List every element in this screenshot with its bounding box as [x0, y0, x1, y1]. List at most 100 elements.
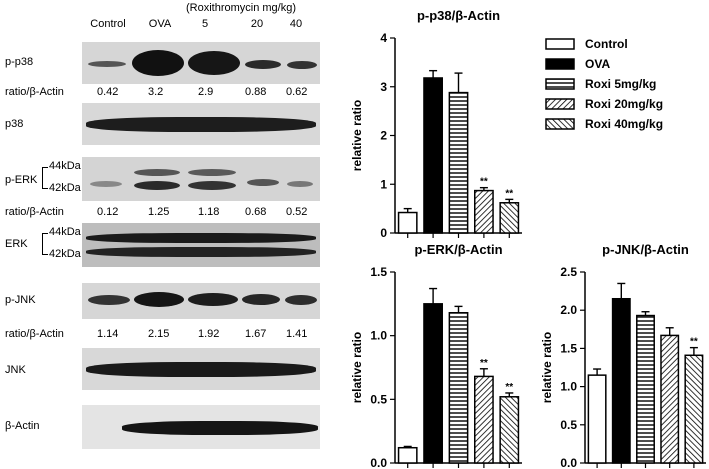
p-jnk-blot [82, 283, 320, 319]
erk-ratio-ova: 1.25 [148, 206, 170, 218]
p-erk-label: p-ERK [5, 174, 38, 186]
p-jnk-ytick-label: 1.0 [560, 380, 577, 394]
lane-header-40: 40 [289, 18, 303, 30]
lane-header-20: 20 [250, 18, 264, 30]
p38-label: p38 [5, 118, 24, 130]
p38-ratio-40: 0.62 [286, 86, 308, 98]
legend-item-roxi40: Roxi 40mg/kg [545, 116, 705, 132]
p-erk-chart-title: p-ERK/β-Actin [414, 242, 502, 257]
legend-swatch-roxi40 [545, 118, 575, 130]
p-jnk-bar-roxi40 [684, 354, 704, 464]
p-jnk-bar-control [587, 374, 607, 464]
erk-blot [82, 223, 320, 267]
p-p38-bar-roxi40 [499, 202, 520, 234]
p-erk-bar-roxi20 [474, 375, 494, 464]
p-p38-ytick-label: 3 [380, 80, 387, 94]
legend-item-roxi5: Roxi 5mg/kg [545, 76, 705, 92]
legend-label-roxi20: Roxi 20mg/kg [585, 97, 664, 111]
p-p38-ytick-label: 0 [380, 226, 387, 240]
p-jnk-label: p-JNK [5, 294, 36, 306]
legend-swatch-roxi20 [545, 98, 575, 110]
p-p38-chart-title: p-p38/β-Actin [417, 8, 500, 23]
jnk-ratio-5: 1.92 [198, 328, 220, 340]
jnk-ratio-20: 1.67 [245, 328, 267, 340]
p-erk-blot [82, 157, 320, 201]
p-erk-sig-roxi20: ** [480, 358, 488, 369]
erk-42kda: 42kDa [49, 248, 81, 260]
jnk-label: JNK [5, 364, 26, 376]
legend-swatch-ova [545, 58, 575, 70]
erk-ratio-5: 1.18 [198, 206, 220, 218]
p38-blot [82, 103, 320, 145]
beta-actin-label: β-Actin [5, 420, 40, 432]
p-erk-44kda: 44kDa [49, 160, 81, 172]
erk-ratio-20: 0.68 [245, 206, 267, 218]
p-erk-bar-roxi40 [499, 396, 520, 464]
p38-ratio-control: 0.42 [97, 86, 119, 98]
legend-swatch-roxi5 [545, 78, 575, 90]
p38-ratio-ova: 3.2 [148, 86, 164, 98]
jnk-ratio-40: 1.41 [286, 328, 308, 340]
p-jnk-bar-ova [611, 297, 631, 464]
legend-item-roxi20: Roxi 20mg/kg [545, 96, 705, 112]
lane-header-5: 5 [201, 18, 209, 30]
p-erk-bar-roxi5 [448, 311, 469, 464]
legend-label-roxi5: Roxi 5mg/kg [585, 77, 657, 91]
legend-label-roxi40: Roxi 40mg/kg [585, 117, 664, 131]
ratio-label: ratio/β-Actin [5, 86, 64, 98]
erk-ratio-control: 0.12 [97, 206, 119, 218]
legend-item-ova: OVA [545, 56, 705, 72]
p-p38-bar-ova [423, 77, 443, 234]
p-erk-ylabel: relative ratio [350, 332, 364, 403]
legend-item-control: Control [545, 36, 705, 52]
p-p38-ytick-label: 2 [380, 129, 387, 143]
p-erk-bracket [42, 167, 48, 189]
p-erk-bar-ova [423, 303, 443, 464]
lane-header-control: Control [90, 18, 126, 30]
p-jnk-ytick-label: 0.0 [560, 456, 577, 469]
erk-label: ERK [5, 238, 28, 250]
p-jnk-ylabel: relative ratio [540, 332, 554, 403]
lane-header-ova: OVA [148, 18, 172, 30]
p-jnk-bar-roxi20 [660, 334, 680, 464]
beta-actin-blot [82, 405, 320, 449]
jnk-blot [82, 348, 320, 390]
p-p38-bar-roxi20 [474, 189, 494, 234]
p-p38-ytick-label: 4 [380, 31, 387, 45]
p-jnk-sig-roxi40: ** [690, 337, 698, 348]
legend-label-control: Control [585, 37, 628, 51]
legend-label-ova: OVA [585, 57, 611, 71]
p-erk-ytick-label: 0.0 [370, 456, 387, 469]
p-jnk-ytick-label: 0.5 [560, 418, 577, 432]
p-erk-ytick-label: 0.5 [370, 392, 387, 406]
p38-ratio-5: 2.9 [198, 86, 214, 98]
p-erk-ytick-label: 1.0 [370, 329, 387, 343]
ratio-label-jnk: ratio/β-Actin [5, 328, 64, 340]
p-p38-bar-roxi5 [448, 91, 469, 234]
ratio-label-erk: ratio/β-Actin [5, 206, 64, 218]
legend-swatch-control [545, 38, 575, 50]
p38-ratio-20: 0.88 [245, 86, 267, 98]
p-jnk-ytick-label: 1.5 [560, 341, 577, 355]
p-erk-ytick-label: 1.5 [370, 265, 387, 279]
jnk-ratio-control: 1.14 [97, 328, 119, 340]
p-p38-ytick-label: 1 [380, 177, 387, 191]
dose-label: (Roxithromycin mg/kg) [185, 2, 297, 14]
p-erk-bar-control [397, 446, 418, 464]
p-jnk-ytick-label: 2.5 [560, 265, 577, 279]
p-jnk-chart-title: p-JNK/β-Actin [602, 242, 689, 257]
p-jnk-ytick-label: 2.0 [560, 303, 577, 317]
erk-ratio-40: 0.52 [286, 206, 308, 218]
erk-bracket [42, 233, 48, 255]
p-p38-label: p-p38 [5, 56, 34, 68]
p-p38-sig-roxi20: ** [480, 177, 488, 188]
p-erk-sig-roxi40: ** [505, 382, 513, 393]
erk-44kda: 44kDa [49, 226, 81, 238]
p-jnk-bar-roxi5 [636, 314, 655, 464]
p-p38-blot [82, 42, 320, 84]
p-p38-sig-roxi40: ** [505, 188, 513, 199]
p-p38-bar-control [397, 211, 418, 234]
p-p38-ylabel: relative ratio [350, 100, 364, 171]
jnk-ratio-ova: 2.15 [148, 328, 170, 340]
